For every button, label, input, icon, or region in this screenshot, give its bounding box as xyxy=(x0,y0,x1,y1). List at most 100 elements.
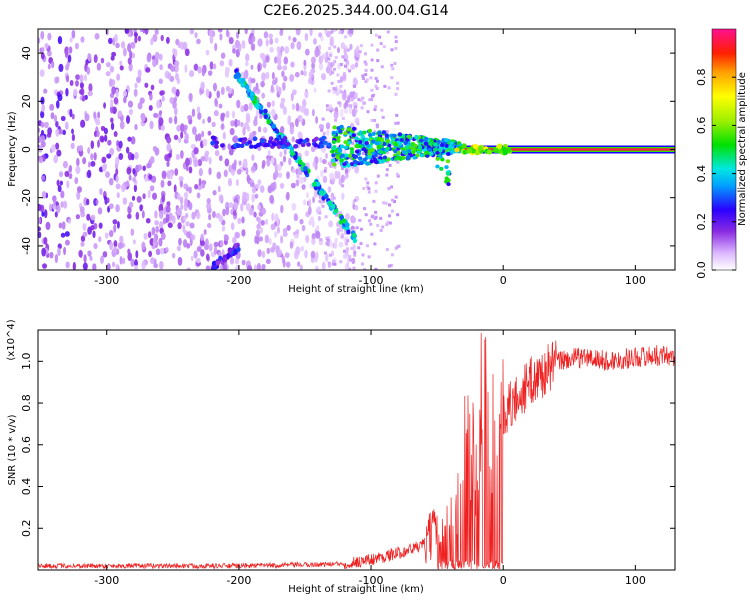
noise-cell xyxy=(280,29,284,36)
band-cell xyxy=(280,144,286,150)
noise-cell xyxy=(366,185,370,189)
signal-cell xyxy=(446,178,451,183)
noise-cell xyxy=(390,253,394,257)
signal-cell xyxy=(446,182,451,187)
noise-cell xyxy=(261,160,266,167)
noise-cell xyxy=(374,105,378,109)
noise-cell xyxy=(125,115,131,124)
noise-cell xyxy=(373,242,377,246)
noise-cell xyxy=(339,108,344,118)
noise-cell xyxy=(54,254,59,264)
noise-cell xyxy=(187,115,193,121)
noise-cell xyxy=(394,40,398,44)
noise-cell xyxy=(55,142,60,150)
noise-cell xyxy=(222,208,226,217)
streak-cell xyxy=(341,218,347,224)
noise-cell xyxy=(323,251,327,255)
noise-cell xyxy=(390,185,394,189)
noise-cell xyxy=(379,216,383,220)
noise-cell xyxy=(90,214,96,221)
noise-cell xyxy=(211,121,216,128)
noise-cell xyxy=(346,247,350,251)
noise-cell xyxy=(242,126,246,136)
noise-cell xyxy=(82,222,87,231)
signal-cell xyxy=(347,127,352,132)
noise-cell xyxy=(58,63,64,73)
noise-cell xyxy=(168,116,173,124)
noise-cell xyxy=(270,108,276,117)
noise-cell xyxy=(128,174,132,181)
noise-cell xyxy=(319,156,323,163)
noise-cell xyxy=(68,164,73,173)
signal-cell xyxy=(440,157,445,162)
noise-cell xyxy=(133,88,138,97)
noise-cell xyxy=(225,110,230,119)
noise-cell xyxy=(301,224,306,232)
noise-cell xyxy=(196,38,201,45)
band-cell xyxy=(253,144,258,149)
noise-cell xyxy=(294,71,300,78)
signal-cell xyxy=(351,126,357,131)
noise-cell xyxy=(65,74,70,83)
streak-cell xyxy=(263,108,268,114)
noise-cell xyxy=(266,247,271,254)
noise-cell xyxy=(340,30,344,34)
noise-cell xyxy=(234,231,240,239)
noise-cell xyxy=(385,130,389,134)
noise-cell xyxy=(106,197,110,204)
snr-frame xyxy=(37,329,676,571)
x-tick-label: 0 xyxy=(500,274,507,287)
noise-cell xyxy=(271,212,275,222)
noise-cell xyxy=(244,61,249,67)
noise-cell xyxy=(179,179,184,188)
noise-cell xyxy=(331,71,335,75)
noise-cell xyxy=(276,46,281,53)
signal-cell xyxy=(338,129,343,134)
noise-cell xyxy=(318,211,322,215)
noise-cell xyxy=(274,169,279,179)
noise-cell xyxy=(292,37,297,43)
noise-cell xyxy=(395,113,399,117)
noise-cell xyxy=(315,251,319,261)
noise-cell xyxy=(330,30,334,34)
signal-cell xyxy=(354,160,359,165)
noise-cell xyxy=(103,195,107,201)
noise-cell xyxy=(280,46,285,52)
noise-cell xyxy=(357,98,361,102)
noise-cell xyxy=(288,157,292,166)
signal-cell xyxy=(392,133,397,138)
band-cell xyxy=(285,142,291,147)
noise-cell xyxy=(265,55,270,63)
noise-cell xyxy=(374,181,378,185)
noise-cell xyxy=(268,238,272,245)
noise-cell xyxy=(149,156,155,164)
noise-cell xyxy=(79,74,84,83)
noise-cell xyxy=(363,207,367,211)
noise-cell xyxy=(374,189,378,193)
noise-cell xyxy=(295,246,301,256)
noise-cell xyxy=(353,78,359,86)
noise-cell xyxy=(291,103,296,110)
noise-cell xyxy=(220,86,225,96)
signal-cell xyxy=(377,131,382,136)
noise-cell xyxy=(47,50,52,57)
noise-cell xyxy=(208,213,212,221)
noise-cell xyxy=(98,222,103,229)
noise-cell xyxy=(299,264,303,270)
signal-cell xyxy=(332,125,337,130)
noise-cell xyxy=(53,154,59,164)
signal-cell xyxy=(354,149,360,154)
noise-cell xyxy=(376,154,380,158)
noise-cell xyxy=(394,46,398,50)
noise-cell xyxy=(134,259,138,268)
noise-cell xyxy=(106,153,112,159)
signal-cell xyxy=(331,140,337,145)
noise-cell xyxy=(328,103,333,111)
noise-cell xyxy=(94,32,100,40)
noise-cell xyxy=(265,258,271,265)
noise-cell xyxy=(75,165,81,175)
signal-cell xyxy=(428,141,433,146)
noise-cell xyxy=(128,62,133,72)
noise-cell xyxy=(38,136,42,143)
noise-cell xyxy=(344,168,349,174)
